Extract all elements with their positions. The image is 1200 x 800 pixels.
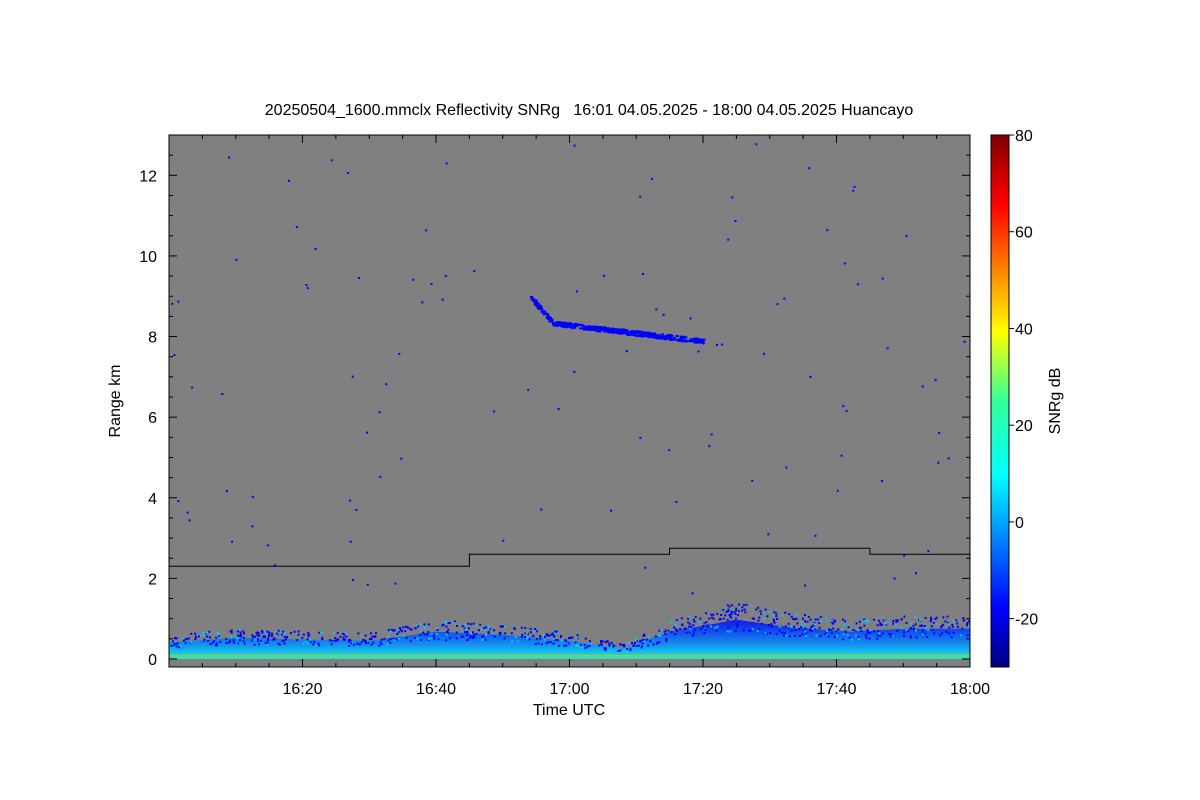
colorbar-ticks: -20 0 20 40 60 80 [1009, 128, 1038, 629]
x-axis-label: Time UTC [533, 702, 605, 719]
y-tick-label: 12 [139, 168, 157, 185]
colorbar [990, 134, 1010, 668]
x-tick-label: 17:20 [683, 681, 723, 698]
x-tick-label: 16:40 [416, 681, 456, 698]
axis-layer: 16:20 16:40 17:00 17:20 17:40 18:00 0 2 4 6 8 10 12 [139, 135, 990, 698]
y-tick-label: 0 [148, 652, 157, 669]
colorbar-tick-label: 0 [1015, 515, 1024, 532]
cloud-layer [529, 295, 706, 345]
plot-background [169, 135, 970, 667]
colorbar-tick-label: 40 [1015, 321, 1033, 338]
y-tick-label: 2 [148, 571, 157, 588]
x-tick-label: 16:20 [282, 681, 322, 698]
colorbar-label: SNRg dB [1047, 368, 1064, 435]
boundary-line [169, 547, 970, 567]
x-tick-label: 17:00 [549, 681, 589, 698]
y-tick-label: 4 [148, 491, 157, 508]
y-tick-label: 10 [139, 249, 157, 266]
noise-dots [171, 143, 970, 595]
colorbar-tick-label: 60 [1015, 225, 1033, 242]
colorbar-tick-label: 20 [1015, 418, 1033, 435]
data-layer [169, 143, 970, 659]
colorbar-tick-label: 80 [1015, 128, 1033, 145]
low-level-echo [169, 619, 970, 659]
y-tick-label: 6 [148, 410, 157, 427]
x-tick-label: 17:40 [816, 681, 856, 698]
y-tick-label: 8 [148, 330, 157, 347]
y-axis-label: Range km [107, 365, 124, 438]
x-tick-label: 18:00 [950, 681, 990, 698]
low-level-speckle [169, 603, 970, 653]
chart-title: 20250504_1600.mmclx Reflectivity SNRg 16… [265, 102, 914, 119]
plot-frame [168, 134, 971, 668]
colorbar-tick-label: -20 [1015, 612, 1038, 629]
